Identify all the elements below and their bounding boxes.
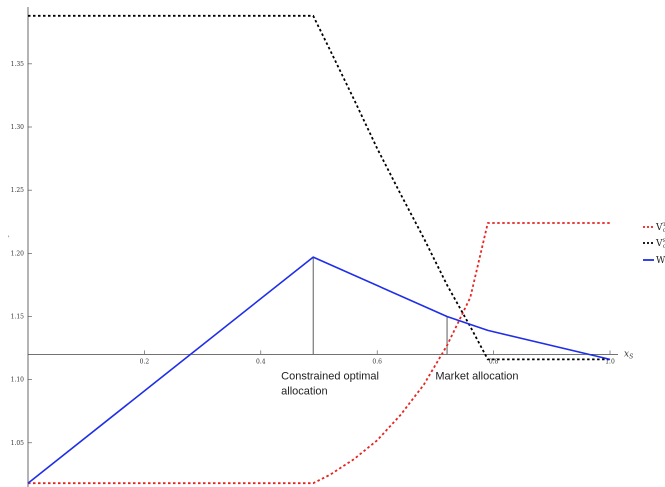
legend-entry-3: W — [656, 256, 665, 266]
y-tick-label: 1.25 — [11, 187, 25, 194]
y-tick-label: 1.30 — [11, 124, 25, 131]
series-layer — [27, 14, 611, 485]
axes: 1.05 1.10 1.15 1.20 1.25 1.30 1.35 0.2 0.4 0.6 0.8… — [8, 7, 633, 487]
y-tick-label: 1.10 — [11, 377, 25, 384]
legend-entry-1: VT 0 — [655, 222, 665, 234]
y-tick-label: 1.35 — [11, 61, 25, 68]
annotation-2: Market allocation — [435, 370, 518, 382]
vertical-markers — [312, 257, 448, 355]
y-tick-label: 1.20 — [11, 250, 25, 257]
annotations: Constrained optimal allocation Market allo… — [281, 370, 518, 397]
y-tick-label: 1.05 — [11, 440, 25, 447]
legend-entry-2: VS 0 — [655, 238, 665, 250]
legend: VT 0 VS 0 W — [643, 222, 665, 266]
series-line-1 — [28, 222, 610, 485]
x-tick-label: 0.8 — [489, 358, 499, 365]
y-tick-label: 1.15 — [11, 313, 25, 320]
x-tick-label: 1.0 — [605, 358, 615, 365]
annotation-1: Constrained optimal allocation — [281, 370, 379, 397]
x-tick-label: 0.2 — [140, 358, 150, 365]
x-tick-label: 0.6 — [372, 358, 382, 365]
series-line-2 — [28, 14, 610, 361]
x-axis-label: xS — [624, 349, 633, 360]
y-axis-mark: ' — [8, 236, 10, 243]
x-tick-label: 0.4 — [256, 358, 266, 365]
series-line-3 — [27, 256, 611, 484]
